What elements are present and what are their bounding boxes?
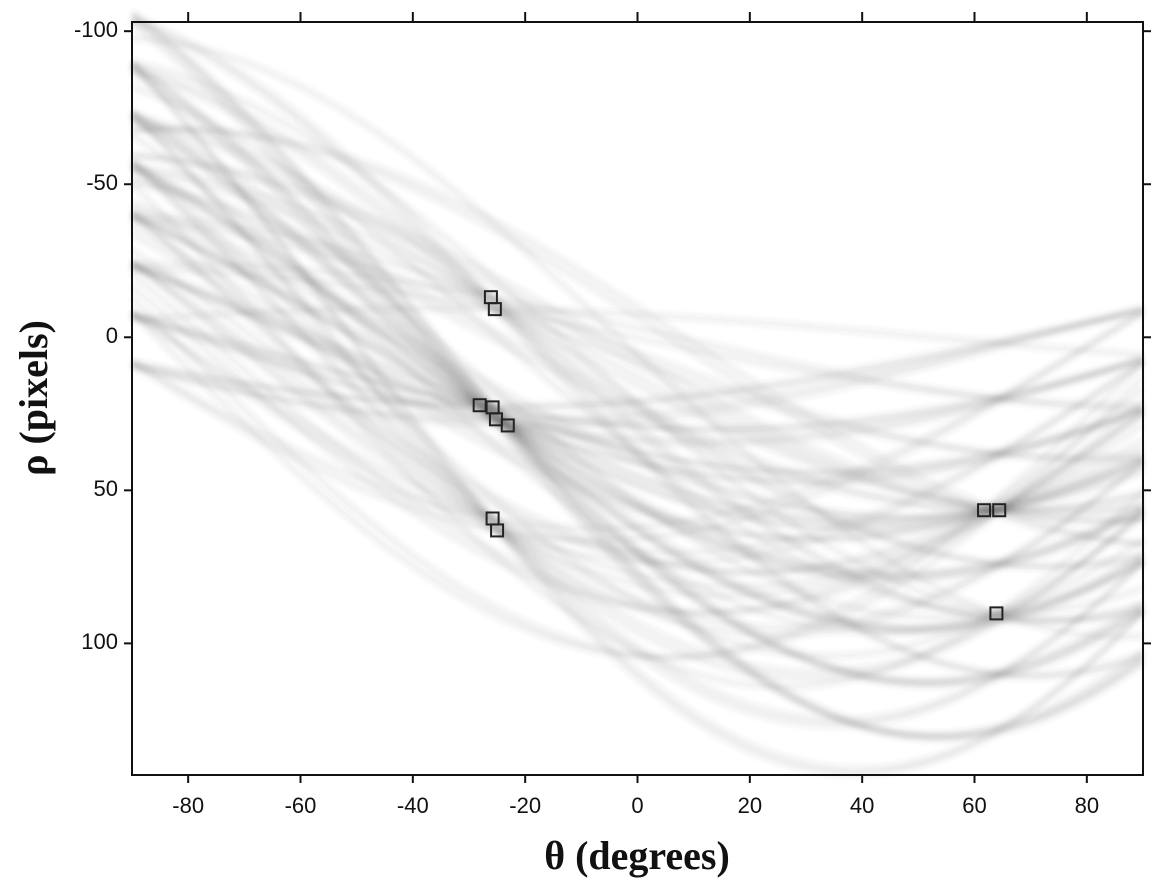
- peak-marker: [977, 503, 992, 518]
- x-tick-label: 60: [962, 793, 986, 818]
- x-axis-title: θ (degrees): [544, 833, 730, 878]
- y-tick-label: 100: [81, 629, 118, 654]
- peak-marker: [992, 503, 1007, 518]
- peak-marker: [989, 606, 1004, 621]
- x-tick-label: -40: [397, 793, 429, 818]
- peak-marker: [487, 302, 502, 317]
- hough-curve: [129, 156, 1146, 660]
- y-tick-label: 0: [106, 323, 118, 348]
- hough-curve: [130, 107, 1145, 622]
- hough-curve: [130, 83, 1145, 617]
- hough-curve: [131, 58, 1144, 624]
- x-tick-label: 40: [850, 793, 874, 818]
- x-tick-label: 20: [738, 793, 762, 818]
- x-tick-label: -60: [285, 793, 317, 818]
- x-tick-label: 80: [1075, 793, 1099, 818]
- peak-marker: [490, 523, 505, 538]
- hough-curve: [131, 34, 1144, 641]
- x-tick-label: 0: [631, 793, 643, 818]
- peak-marker: [500, 418, 515, 433]
- y-axis-title: ρ (pixels): [11, 320, 56, 476]
- y-tick-label: -50: [86, 170, 118, 195]
- hough-curve: [130, 132, 1145, 636]
- y-tick-label: -100: [74, 17, 118, 42]
- x-tick-label: -80: [172, 793, 204, 818]
- hough-accumulator: [129, 8, 1146, 778]
- y-tick-label: 50: [94, 476, 118, 501]
- hough-curve: [131, 125, 1144, 547]
- hough-curve: [131, 304, 1144, 430]
- x-tick-label: -20: [509, 793, 541, 818]
